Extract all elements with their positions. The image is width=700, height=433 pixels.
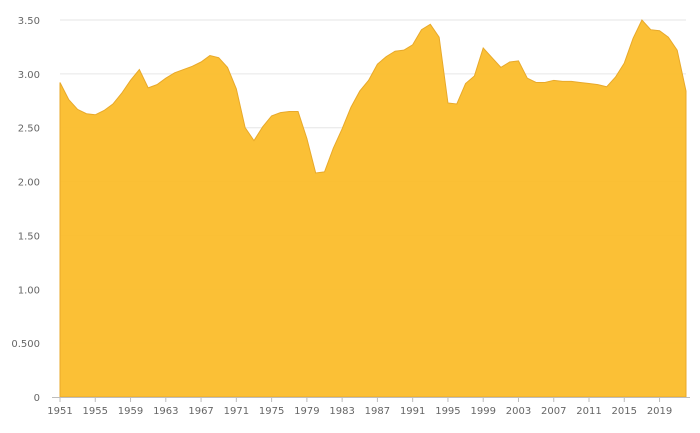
y-tick-label: 1.50: [18, 231, 40, 242]
y-tick-label: 3.00: [18, 70, 40, 81]
x-tick-label: 2011: [576, 406, 601, 417]
y-tick-label: 3.50: [18, 16, 40, 27]
x-tick-label: 2019: [647, 406, 672, 417]
x-tick-label: 1971: [224, 406, 249, 417]
x-tick-label: 1951: [47, 406, 72, 417]
x-tick-label: 1999: [470, 406, 495, 417]
y-tick-label: 0: [34, 393, 40, 404]
x-tick-label: 1967: [188, 406, 213, 417]
y-tick-label: 0.500: [11, 339, 40, 350]
x-tick-label: 1983: [329, 406, 354, 417]
x-tick-label: 1959: [118, 406, 143, 417]
area-series-fill: [59, 19, 687, 398]
x-tick-label: 1995: [435, 406, 460, 417]
x-axis-ticks: 1951 1955 1959 1963 1967 1971 1975 1979 1983 1987…: [47, 397, 672, 417]
x-tick-label: 2003: [506, 406, 531, 417]
y-tick-label: 2.00: [18, 178, 40, 189]
y-tick-label: 1.00: [18, 285, 40, 296]
x-tick-label: 2015: [612, 406, 637, 417]
x-tick-label: 1975: [259, 406, 284, 417]
x-tick-label: 1963: [153, 406, 178, 417]
x-tick-label: 2007: [541, 406, 566, 417]
y-axis-tick-labels: 0 0.500 1.00 1.50 2.00 2.50 3.00 3.50: [11, 16, 40, 404]
x-tick-label: 1955: [83, 406, 108, 417]
x-tick-label: 1979: [294, 406, 319, 417]
x-tick-label: 1987: [365, 406, 390, 417]
y-tick-label: 2.50: [18, 124, 40, 135]
x-tick-label: 1991: [400, 406, 425, 417]
